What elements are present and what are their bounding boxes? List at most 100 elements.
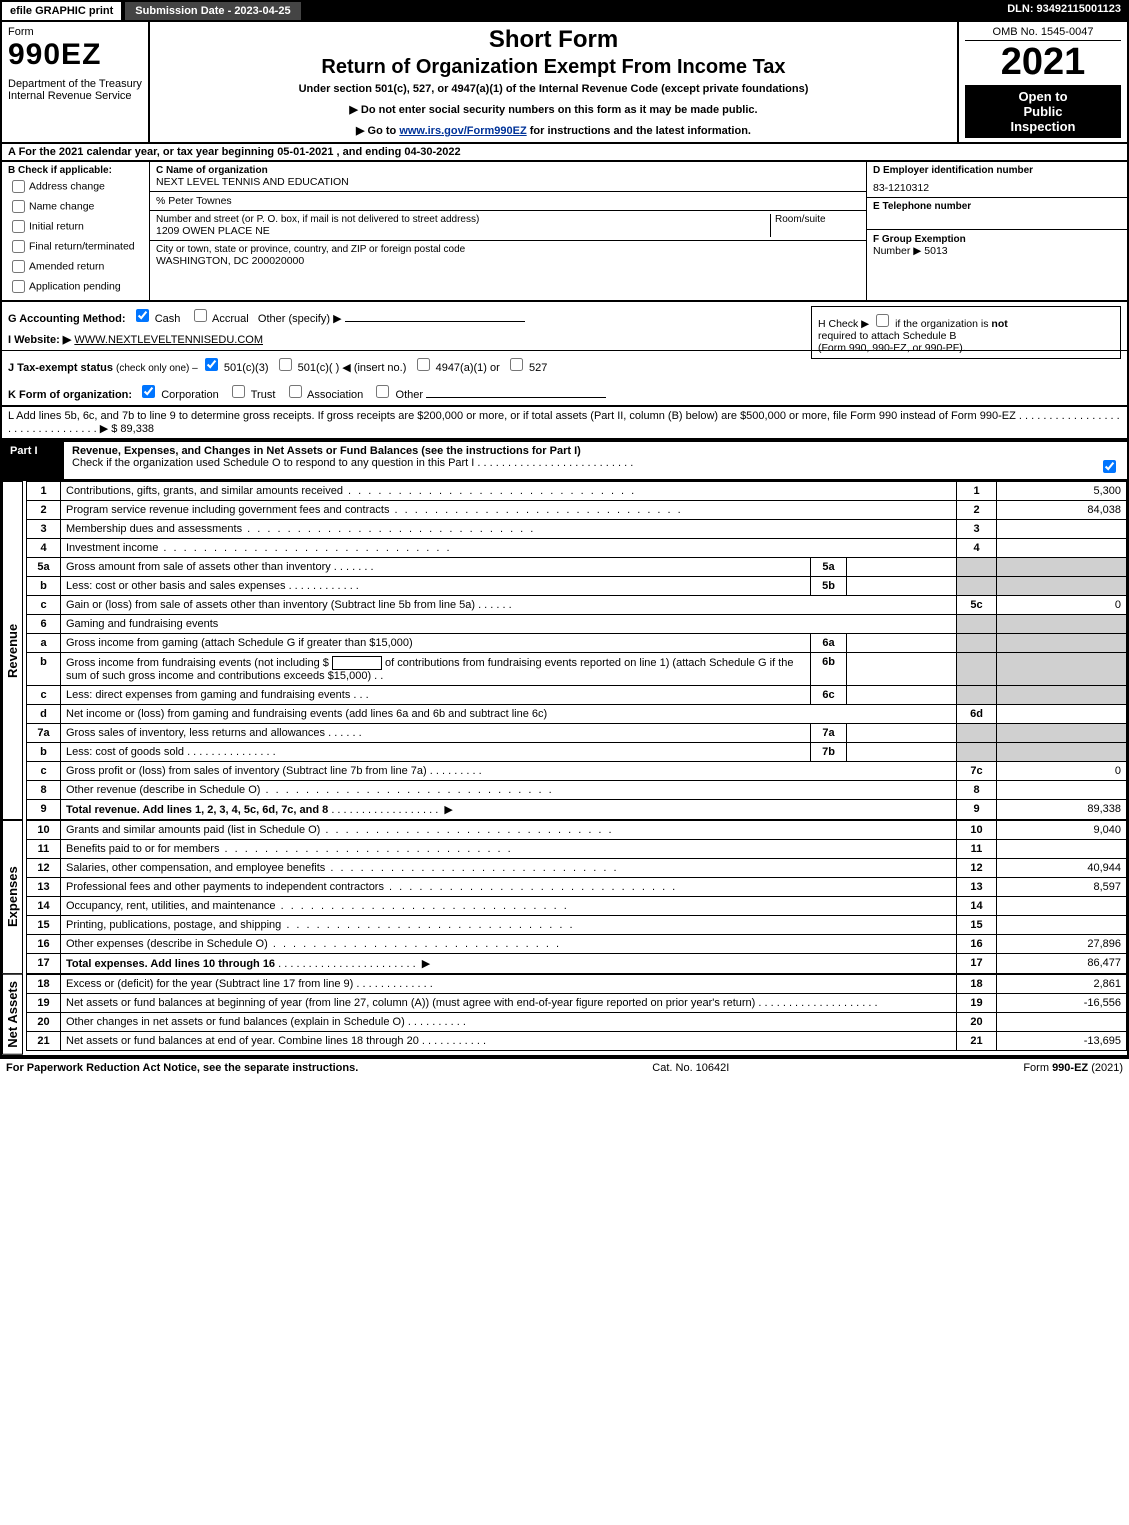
row-a-tax-year: A For the 2021 calendar year, or tax yea…	[0, 144, 1129, 162]
ln-2: 2	[27, 501, 61, 520]
check-name-change[interactable]: Name change	[8, 197, 143, 216]
in-6b: 6b	[811, 653, 847, 686]
desc-12: Salaries, other compensation, and employ…	[66, 862, 325, 874]
in-5a: 5a	[811, 558, 847, 577]
val-19: -16,556	[997, 994, 1127, 1013]
org-name: NEXT LEVEL TENNIS AND EDUCATION	[156, 176, 860, 188]
line-9: 9Total revenue. Add lines 1, 2, 3, 4, 5c…	[27, 800, 1127, 820]
open-line3: Inspection	[971, 119, 1115, 134]
bn-13: 13	[957, 878, 997, 897]
l-text: L Add lines 5b, 6c, and 7b to line 9 to …	[8, 410, 1016, 422]
val-4	[997, 539, 1127, 558]
bn-12: 12	[957, 859, 997, 878]
k-other-input[interactable]	[426, 397, 606, 398]
ln-14: 14	[27, 897, 61, 916]
g-cash-checkbox[interactable]	[136, 309, 149, 322]
bn-5a-shade	[957, 558, 997, 577]
check-amended-return[interactable]: Amended return	[8, 257, 143, 276]
website-value[interactable]: WWW.NEXTLEVELTENNISEDU.COM	[74, 334, 263, 346]
line-18: 18Excess or (deficit) for the year (Subt…	[27, 975, 1127, 994]
k-assoc-checkbox[interactable]	[289, 385, 302, 398]
val-5c: 0	[997, 596, 1127, 615]
bn-4: 4	[957, 539, 997, 558]
desc-10: Grants and similar amounts paid (list in…	[66, 824, 320, 836]
val-21: -13,695	[997, 1032, 1127, 1051]
side-revenue: Revenue	[2, 481, 23, 820]
g-label: G Accounting Method:	[8, 313, 126, 325]
line-4: 4Investment income4	[27, 539, 1127, 558]
ln-17: 17	[27, 954, 61, 974]
ln-20: 20	[27, 1013, 61, 1032]
h-post: if the organization is	[895, 318, 991, 330]
note-goto: ▶ Go to www.irs.gov/Form990EZ for instru…	[156, 124, 951, 137]
info-block: H Check ▶ if the organization is not req…	[0, 302, 1129, 407]
ln-7a: 7a	[27, 724, 61, 743]
checkbox-name-change[interactable]	[12, 200, 25, 213]
g-accrual-checkbox[interactable]	[194, 309, 207, 322]
val-3	[997, 520, 1127, 539]
line-16: 16Other expenses (describe in Schedule O…	[27, 935, 1127, 954]
j-527-checkbox[interactable]	[510, 358, 523, 371]
val-1: 5,300	[997, 482, 1127, 501]
checkbox-final-return[interactable]	[12, 240, 25, 253]
val-6b-shade	[997, 653, 1127, 686]
val-16: 27,896	[997, 935, 1127, 954]
line-17: 17Total expenses. Add lines 10 through 1…	[27, 954, 1127, 974]
line-13: 13Professional fees and other payments t…	[27, 878, 1127, 897]
desc-2: Program service revenue including govern…	[66, 504, 389, 516]
footer-right-post: (2021)	[1088, 1062, 1123, 1074]
short-form-title: Short Form	[156, 26, 951, 54]
desc-3: Membership dues and assessments	[66, 523, 242, 535]
bn-5c: 5c	[957, 596, 997, 615]
ln-7b: b	[27, 743, 61, 762]
g-accrual: Accrual	[212, 313, 249, 325]
line-7b: bLess: cost of goods sold . . . . . . . …	[27, 743, 1127, 762]
dln-label: DLN: 93492115001123	[999, 0, 1129, 22]
check-initial-return[interactable]: Initial return	[8, 217, 143, 236]
line-21: 21Net assets or fund balances at end of …	[27, 1032, 1127, 1051]
j-4947-checkbox[interactable]	[417, 358, 430, 371]
part1-schedule-o-checkbox[interactable]	[1103, 460, 1116, 473]
check-address-change[interactable]: Address change	[8, 177, 143, 196]
k-trust-checkbox[interactable]	[232, 385, 245, 398]
col-b-checks: B Check if applicable: Address change Na…	[2, 162, 150, 300]
val-7c: 0	[997, 762, 1127, 781]
line-5c: cGain or (loss) from sale of assets othe…	[27, 596, 1127, 615]
desc-6d: Net income or (loss) from gaming and fun…	[66, 708, 547, 720]
ln-19: 19	[27, 994, 61, 1013]
check-final-return[interactable]: Final return/terminated	[8, 237, 143, 256]
h-line2: required to attach Schedule B	[818, 330, 956, 342]
line-19: 19 Net assets or fund balances at beginni…	[27, 994, 1127, 1013]
check-label-5: Application pending	[29, 280, 121, 292]
line-1: 1Contributions, gifts, grants, and simil…	[27, 482, 1127, 501]
j-501c3-checkbox[interactable]	[205, 358, 218, 371]
line-8: 8Other revenue (describe in Schedule O)8	[27, 781, 1127, 800]
checkbox-initial-return[interactable]	[12, 220, 25, 233]
netassets-table: 18Excess or (deficit) for the year (Subt…	[26, 974, 1127, 1051]
irs-link[interactable]: www.irs.gov/Form990EZ	[399, 125, 526, 137]
check-application-pending[interactable]: Application pending	[8, 277, 143, 296]
val-6c-shade	[997, 686, 1127, 705]
checkbox-address-change[interactable]	[12, 180, 25, 193]
desc-7a: Gross sales of inventory, less returns a…	[66, 727, 325, 739]
desc-19: Net assets or fund balances at beginning…	[66, 997, 755, 1009]
k-other-checkbox[interactable]	[376, 385, 389, 398]
checkbox-application-pending[interactable]	[12, 280, 25, 293]
h-checkbox[interactable]	[876, 314, 889, 327]
val-7b-shade	[997, 743, 1127, 762]
footer-mid: Cat. No. 10642I	[652, 1062, 729, 1074]
line-7c: cGross profit or (loss) from sales of in…	[27, 762, 1127, 781]
check-label-0: Address change	[29, 180, 105, 192]
bn-7b-shade	[957, 743, 997, 762]
bn-19: 19	[957, 994, 997, 1013]
j-label: J Tax-exempt status	[8, 362, 113, 374]
checkbox-amended-return[interactable]	[12, 260, 25, 273]
k-corp-checkbox[interactable]	[142, 385, 155, 398]
efile-print-label[interactable]: efile GRAPHIC print	[0, 0, 123, 22]
g-other-input[interactable]	[345, 321, 525, 322]
j-501c-checkbox[interactable]	[279, 358, 292, 371]
form-header: Form 990EZ Department of the Treasury In…	[0, 22, 1129, 144]
desc-15: Printing, publications, postage, and shi…	[66, 919, 281, 931]
6b-amount-box[interactable]	[332, 656, 382, 670]
desc-6b-1: Gross income from fundraising events (no…	[66, 657, 329, 669]
